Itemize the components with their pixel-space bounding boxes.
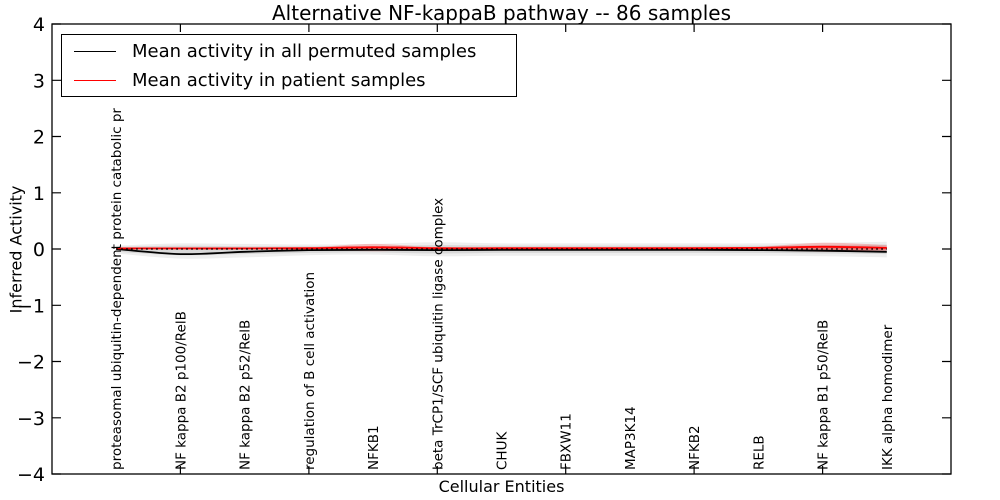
series-line-mean-activity-in-all-permuted-samples: [116, 248, 887, 256]
y-tick-label: 1: [33, 183, 45, 205]
legend-line-sample-permuted: [74, 51, 116, 52]
legend-label-patient: Mean activity in patient samples: [132, 70, 426, 91]
x-category-label: NFKB1: [366, 425, 382, 470]
legend-item-patient: Mean activity in patient samples: [74, 66, 516, 95]
y-tick-label: −3: [17, 408, 45, 430]
x-category-label: IKK alpha homodimer: [880, 324, 896, 470]
y-tick-label: 0: [33, 239, 45, 261]
x-category-label: FBXW11: [559, 413, 575, 470]
chart-title: Alternative NF-kappaB pathway -- 86 samp…: [272, 1, 731, 25]
y-tick-label: −4: [17, 464, 45, 486]
y-tick-label: 4: [33, 14, 45, 36]
x-category-label: NF kappa B2 p52/RelB: [238, 320, 254, 470]
x-category-label: regulation of B cell activation: [302, 272, 318, 470]
y-tick-label: 2: [33, 127, 45, 149]
legend: Mean activity in all permuted samples Me…: [61, 34, 517, 97]
x-axis-ticks: [179, 24, 824, 474]
x-axis-label: Cellular Entities: [438, 477, 565, 496]
y-tick-label: −1: [17, 295, 45, 317]
x-category-label: NF kappa B1 p50/RelB: [816, 320, 832, 470]
y-tick-label: −2: [17, 352, 45, 374]
x-category-label: proteasomal ubiquitin-dependent protein …: [109, 108, 125, 470]
y-axis-label: Inferred Activity: [6, 185, 26, 314]
legend-line-sample-patient: [74, 80, 116, 81]
x-category-label: CHUK: [495, 431, 511, 470]
y-axis-ticks: [52, 23, 951, 475]
x-category-label: NF kappa B2 p100/RelB: [173, 311, 189, 470]
series-line-mean-activity-in-patient-samples: [116, 245, 887, 250]
x-category-label: NFKB2: [687, 425, 703, 470]
x-category-label: RELB: [751, 435, 767, 470]
legend-label-permuted: Mean activity in all permuted samples: [132, 41, 477, 62]
legend-item-permuted: Mean activity in all permuted samples: [74, 37, 516, 66]
x-category-label: beta TrCP1/SCF ubiquitin ligase complex: [430, 198, 446, 470]
x-category-label: MAP3K14: [623, 406, 639, 470]
y-tick-label: 3: [33, 70, 45, 92]
